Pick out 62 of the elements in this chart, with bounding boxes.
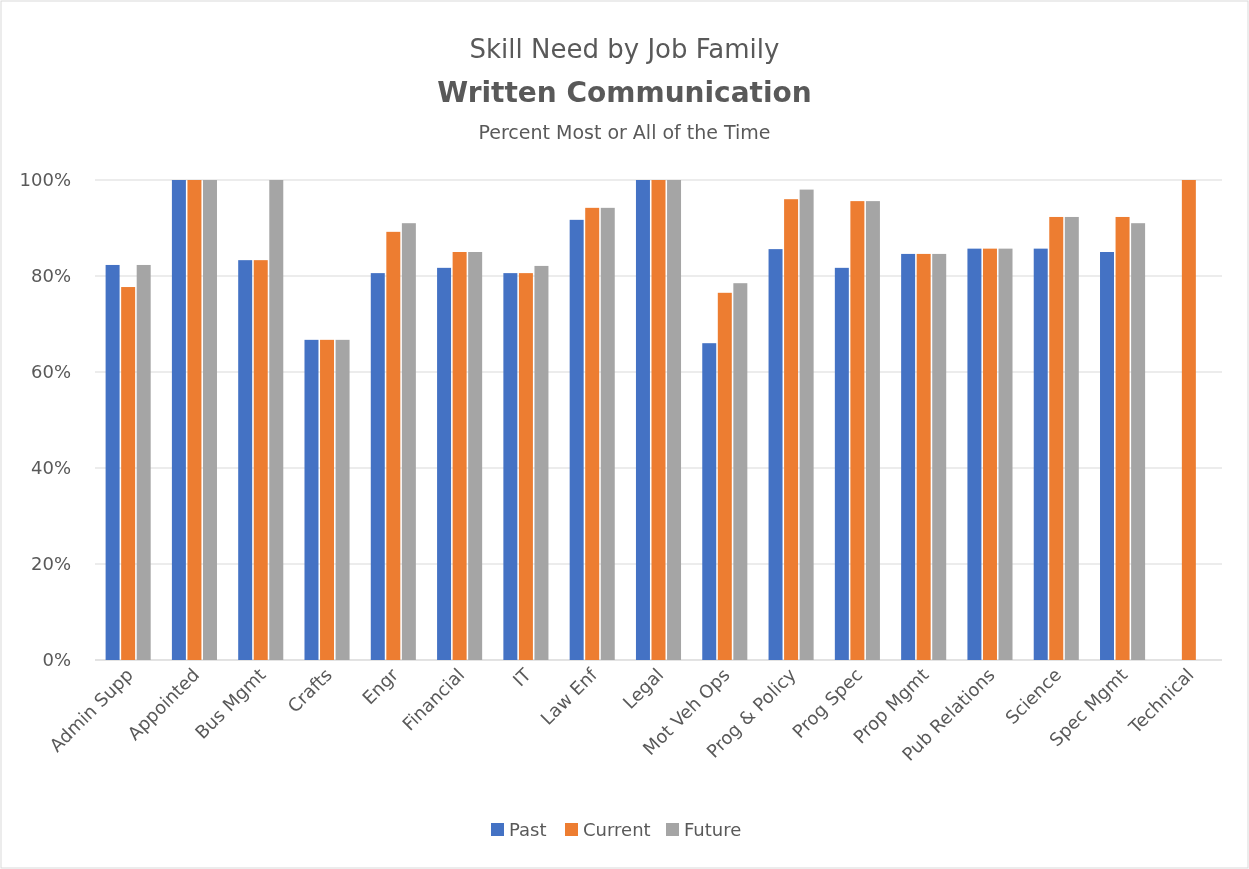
bar xyxy=(569,219,584,660)
bar xyxy=(1131,223,1146,660)
bar xyxy=(667,180,682,660)
bar xyxy=(452,252,467,660)
y-tick-label: 60% xyxy=(30,361,71,383)
bar xyxy=(401,223,416,660)
bar xyxy=(635,180,650,660)
bar xyxy=(187,180,202,660)
text: Percent Most or All of the Time xyxy=(478,121,771,143)
bar xyxy=(304,339,319,660)
bar xyxy=(784,199,799,660)
x-tick-label: IT xyxy=(508,663,536,691)
bar xyxy=(982,248,997,660)
bar xyxy=(468,252,483,660)
bar xyxy=(202,180,217,660)
y-tick-label: 80% xyxy=(30,265,71,287)
bar xyxy=(916,253,931,660)
bar xyxy=(269,180,284,660)
bar xyxy=(585,207,600,660)
y-tick-label: 40% xyxy=(30,457,71,479)
bar xyxy=(850,201,865,660)
bar xyxy=(932,253,947,660)
bar xyxy=(967,248,982,660)
bar xyxy=(651,180,666,660)
bar xyxy=(702,343,717,660)
bar xyxy=(1100,252,1115,660)
bar xyxy=(1064,216,1079,660)
bar xyxy=(370,273,385,660)
bar xyxy=(121,287,136,660)
bar xyxy=(136,264,151,660)
chart-subtitle: Written Communication xyxy=(437,76,812,109)
bar xyxy=(503,273,518,660)
chart-title: Skill Need by Job Family xyxy=(469,34,780,64)
bar xyxy=(238,260,253,660)
bar xyxy=(335,339,350,660)
bar xyxy=(733,283,748,660)
legend-label: Current xyxy=(583,819,651,841)
bar xyxy=(253,260,268,660)
legend-label: Past xyxy=(509,819,547,841)
bar xyxy=(518,273,533,660)
bar xyxy=(901,253,916,660)
bar xyxy=(320,339,335,660)
bar xyxy=(105,264,120,660)
y-tick-label: 100% xyxy=(19,169,71,191)
bar xyxy=(865,201,880,660)
bar xyxy=(998,248,1013,660)
bar xyxy=(799,189,814,660)
bar xyxy=(534,265,549,660)
bar xyxy=(1115,216,1130,660)
bar xyxy=(437,267,452,660)
bar xyxy=(1049,216,1064,660)
bar xyxy=(171,180,186,660)
bar xyxy=(717,292,732,660)
bar xyxy=(834,267,849,660)
bar xyxy=(600,207,615,660)
bar xyxy=(1033,248,1048,660)
bar xyxy=(1181,180,1196,660)
bar xyxy=(386,231,401,660)
legend-label: Future xyxy=(684,819,742,841)
y-tick-label: 0% xyxy=(42,649,71,671)
y-tick-label: 20% xyxy=(30,553,71,575)
bar xyxy=(768,249,783,660)
